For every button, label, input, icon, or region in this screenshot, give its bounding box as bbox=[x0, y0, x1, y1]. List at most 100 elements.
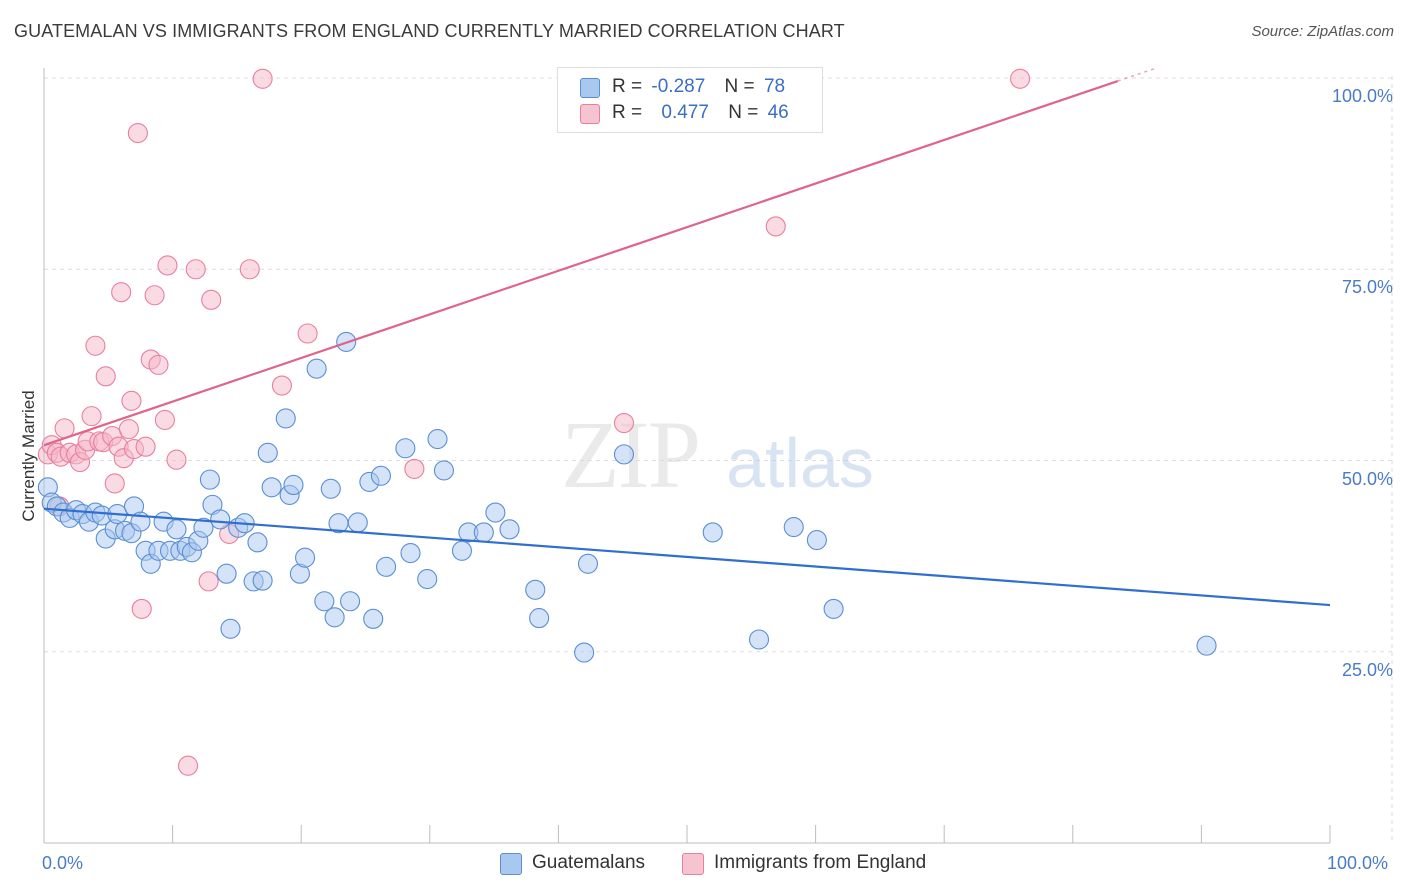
y-tick-label: 75.0% bbox=[1341, 277, 1393, 298]
y-tick-label: 50.0% bbox=[1341, 468, 1393, 489]
legend-r-value: -0.287 bbox=[651, 76, 706, 97]
england-point bbox=[127, 123, 148, 144]
england-point bbox=[118, 419, 139, 440]
england-point bbox=[148, 354, 169, 375]
legend-r-value: 0.477 bbox=[661, 102, 709, 123]
england-point bbox=[271, 375, 292, 396]
guatemalan-point bbox=[275, 408, 296, 429]
england-point bbox=[404, 458, 425, 479]
bottom-legend-label: Guatemalans bbox=[532, 852, 646, 873]
england-point bbox=[198, 571, 219, 592]
legend-swatch-blue bbox=[580, 78, 600, 98]
england-point bbox=[297, 323, 318, 344]
guatemalan-point bbox=[400, 543, 421, 564]
guatemalan-point bbox=[257, 442, 278, 463]
guatemalan-point bbox=[529, 608, 550, 629]
y-tick-label: 25.0% bbox=[1341, 659, 1393, 680]
guatemalan-point bbox=[314, 591, 335, 612]
guatemalan-point bbox=[1196, 635, 1217, 656]
trend-line-england bbox=[43, 80, 1119, 447]
guatemalan-point bbox=[376, 556, 397, 577]
england-point bbox=[252, 68, 273, 89]
x-tick-label-min: 0.0% bbox=[42, 853, 84, 873]
guatemalan-point bbox=[199, 469, 220, 490]
guatemalan-point bbox=[324, 607, 345, 628]
x-tick-label-max: 100.0% bbox=[1327, 853, 1389, 873]
england-point bbox=[765, 216, 786, 237]
guatemalan-point bbox=[473, 522, 494, 543]
guatemalan-point bbox=[613, 444, 635, 465]
source-label: Source: ZipAtlas.com bbox=[1251, 23, 1394, 40]
guatemalan-point bbox=[806, 530, 827, 551]
trend-lines bbox=[43, 67, 1331, 607]
guatemalan-point bbox=[451, 540, 473, 561]
legend-r-label: R = bbox=[612, 76, 643, 97]
england-point bbox=[81, 406, 102, 427]
guatemalan-point bbox=[347, 512, 368, 533]
guatemalan-point bbox=[574, 642, 595, 663]
guatemalan-point bbox=[525, 579, 546, 600]
bottom-legend-swatch-pink bbox=[682, 853, 704, 875]
legend-r-label: R = bbox=[612, 102, 643, 123]
england-point bbox=[85, 335, 106, 356]
guatemalan-point bbox=[433, 460, 454, 481]
guatemalan-point bbox=[485, 502, 506, 523]
correlation-legend: R = -0.287 N = 78 R = 0.477 N = 46 bbox=[557, 67, 823, 133]
england-point bbox=[1010, 68, 1031, 89]
legend-n-value: 78 bbox=[763, 76, 786, 97]
guatemalan-point bbox=[748, 629, 770, 650]
guatemalan-point bbox=[216, 563, 237, 584]
england-point bbox=[201, 289, 222, 310]
guatemalan-point bbox=[823, 598, 844, 619]
bottom-legend-swatch-blue bbox=[500, 853, 522, 875]
guatemalan-point bbox=[340, 591, 361, 612]
trend-line-guatemalans bbox=[43, 507, 1331, 607]
legend-swatch-pink bbox=[580, 104, 600, 124]
england-point bbox=[121, 390, 142, 411]
grid-lines bbox=[44, 76, 1393, 843]
guatemalan-point bbox=[166, 519, 187, 540]
england-point bbox=[111, 282, 132, 303]
england-point bbox=[131, 598, 152, 619]
england-point bbox=[239, 259, 260, 280]
england-point bbox=[154, 409, 175, 431]
england-point bbox=[177, 755, 199, 776]
trend-line-england-extension bbox=[1117, 67, 1157, 82]
guatemalan-point bbox=[193, 517, 214, 538]
guatemalan-point bbox=[252, 570, 273, 591]
chart-title: GUATEMALAN VS IMMIGRANTS FROM ENGLAND CU… bbox=[14, 21, 845, 41]
series-england-points bbox=[37, 68, 1031, 776]
england-point bbox=[166, 449, 187, 470]
guatemalan-point bbox=[702, 522, 723, 543]
guatemalan-point bbox=[220, 618, 241, 639]
england-point bbox=[613, 412, 635, 434]
guatemalan-point bbox=[261, 477, 282, 498]
guatemalan-point bbox=[499, 519, 520, 540]
guatemalan-point bbox=[417, 569, 438, 590]
series-guatemalans-points bbox=[37, 331, 1217, 663]
y-axis-label: Currently Married bbox=[19, 390, 38, 522]
england-point bbox=[95, 366, 116, 387]
guatemalan-point bbox=[247, 532, 268, 553]
england-point bbox=[104, 473, 125, 494]
england-point bbox=[157, 255, 178, 276]
guatemalan-point bbox=[395, 438, 416, 459]
england-point bbox=[144, 285, 165, 306]
legend-n-label: N = bbox=[724, 76, 755, 97]
guatemalan-point bbox=[295, 547, 316, 568]
guatemalan-point bbox=[783, 517, 804, 538]
y-tick-label: 100.0% bbox=[1331, 86, 1393, 106]
england-point bbox=[135, 436, 156, 457]
guatemalan-point bbox=[370, 465, 391, 486]
guatemalan-point bbox=[577, 553, 599, 574]
guatemalan-point bbox=[320, 478, 341, 499]
guatemalan-point bbox=[210, 509, 231, 530]
legend-n-label: N = bbox=[728, 102, 759, 123]
england-point bbox=[185, 259, 206, 280]
legend-n-value: 46 bbox=[767, 102, 789, 123]
guatemalan-point bbox=[283, 474, 304, 496]
guatemalan-point bbox=[427, 429, 448, 450]
watermark-atlas: atlas bbox=[726, 424, 874, 502]
guatemalan-point bbox=[306, 358, 327, 379]
